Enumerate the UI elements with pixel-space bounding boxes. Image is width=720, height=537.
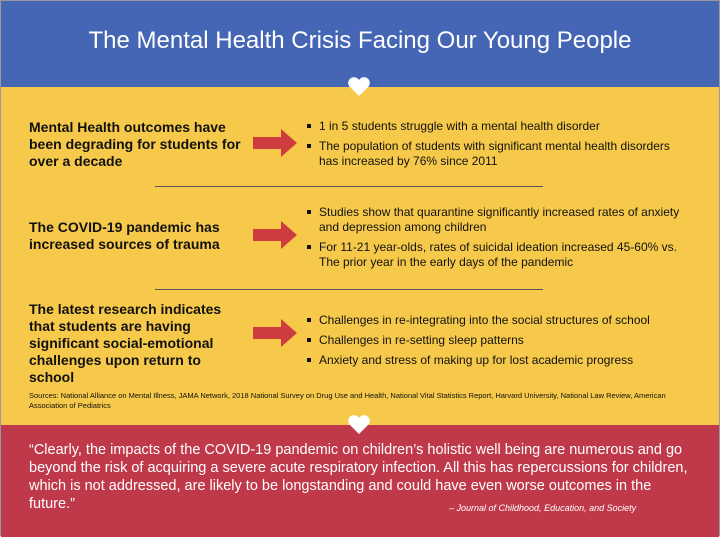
arrow — [253, 221, 297, 249]
quote: “Clearly, the impacts of the COVID-19 pa… — [29, 442, 688, 512]
bullet-point: The population of students with signific… — [305, 139, 685, 169]
bullet-point: 1 in 5 students struggle with a mental h… — [305, 119, 685, 134]
bullet-point: Challenges in re-setting sleep patterns — [305, 333, 685, 348]
sources: Sources: National Alliance on Mental Ill… — [29, 391, 666, 410]
bullet-list: 1 in 5 students struggle with a mental h… — [305, 119, 685, 174]
arrow — [253, 129, 297, 157]
bullet-list: Studies show that quarantine significant… — [305, 205, 685, 275]
header-band — [1, 1, 719, 87]
arrow — [253, 319, 297, 347]
content-band — [1, 87, 719, 425]
bullet-point: For 11-21 year-olds, rates of suicidal i… — [305, 240, 685, 270]
section-lead: The latest research indicates that stude… — [29, 301, 222, 385]
bullet-list: Challenges in re-integrating into the so… — [305, 313, 685, 373]
section-lead: Mental Health outcomes have been degradi… — [29, 119, 241, 169]
bullet-point: Anxiety and stress of making up for lost… — [305, 353, 685, 368]
heart-icon — [348, 77, 370, 96]
separator — [155, 186, 543, 187]
bullet-point: Studies show that quarantine significant… — [305, 205, 685, 235]
section-lead: The COVID-19 pandemic has increased sour… — [29, 219, 220, 252]
title: The Mental Health Crisis Facing Our Youn… — [88, 27, 632, 54]
quote-band — [1, 425, 719, 537]
citation: – Journal of Childhood, Education, and S… — [449, 503, 637, 513]
separator — [155, 289, 543, 290]
bullet-point: Challenges in re-integrating into the so… — [305, 313, 685, 328]
heart-icon — [348, 415, 370, 434]
